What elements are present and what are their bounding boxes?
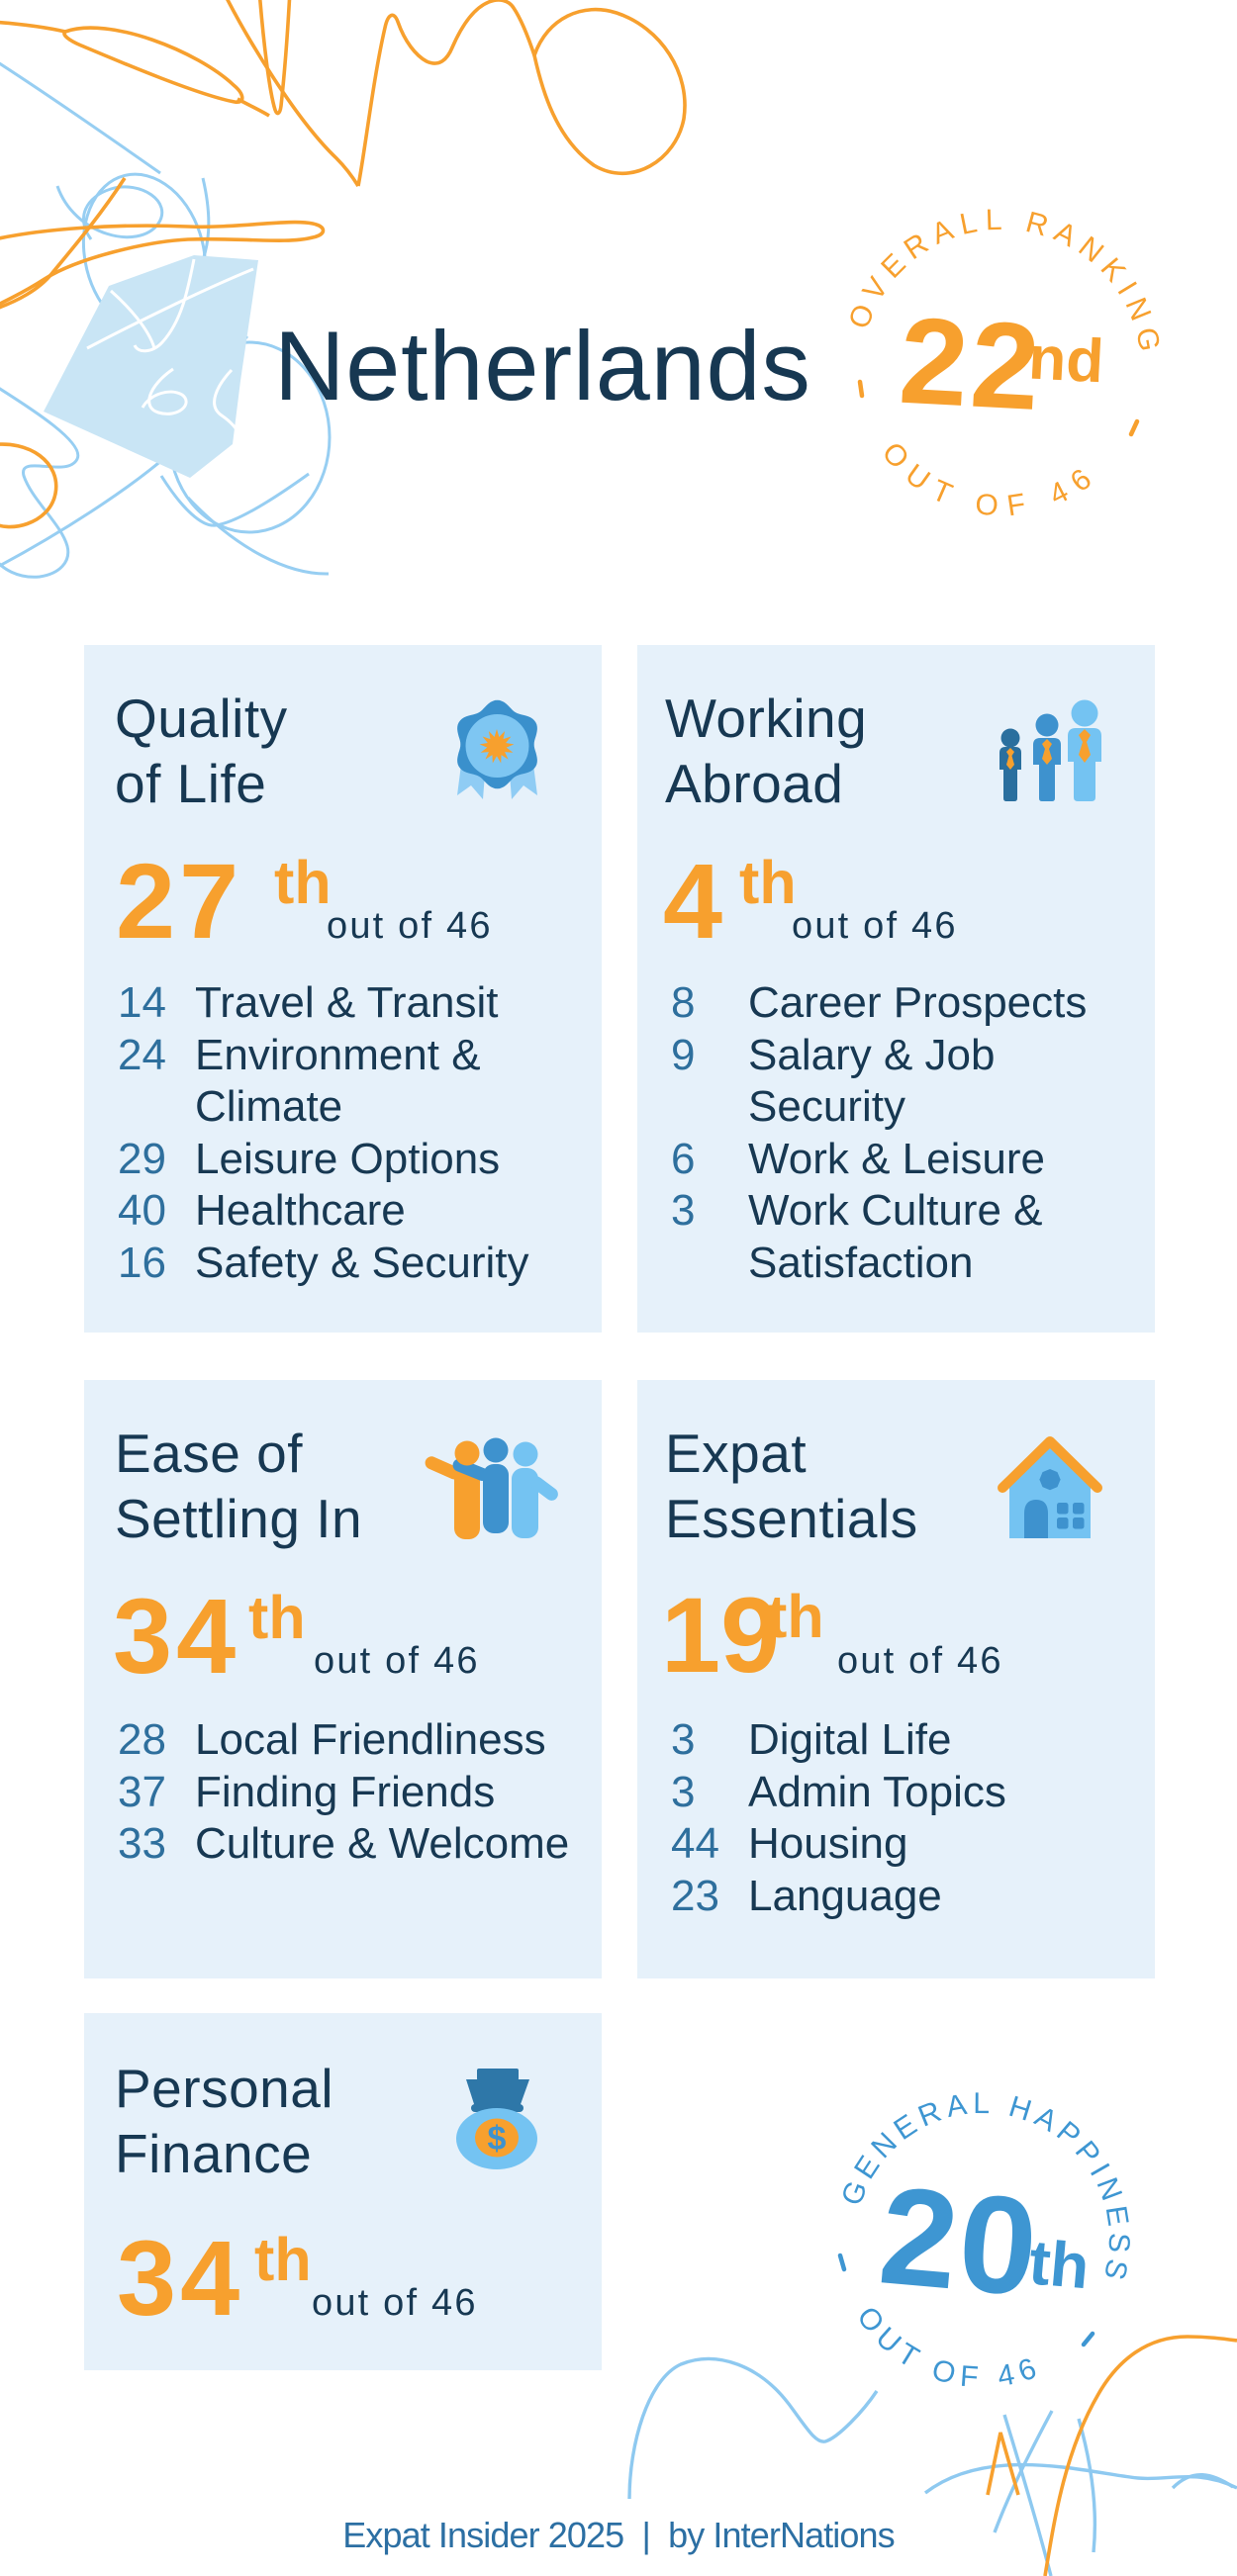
svg-text:nd: nd [1027,323,1105,396]
svg-text:22: 22 [897,293,1046,436]
svg-text:OUT OF 46: OUT OF 46 [870,434,1108,534]
svg-text:th: th [1026,2226,1092,2302]
svg-text:$: $ [488,2120,507,2158]
svg-text:20: 20 [874,2157,1045,2325]
